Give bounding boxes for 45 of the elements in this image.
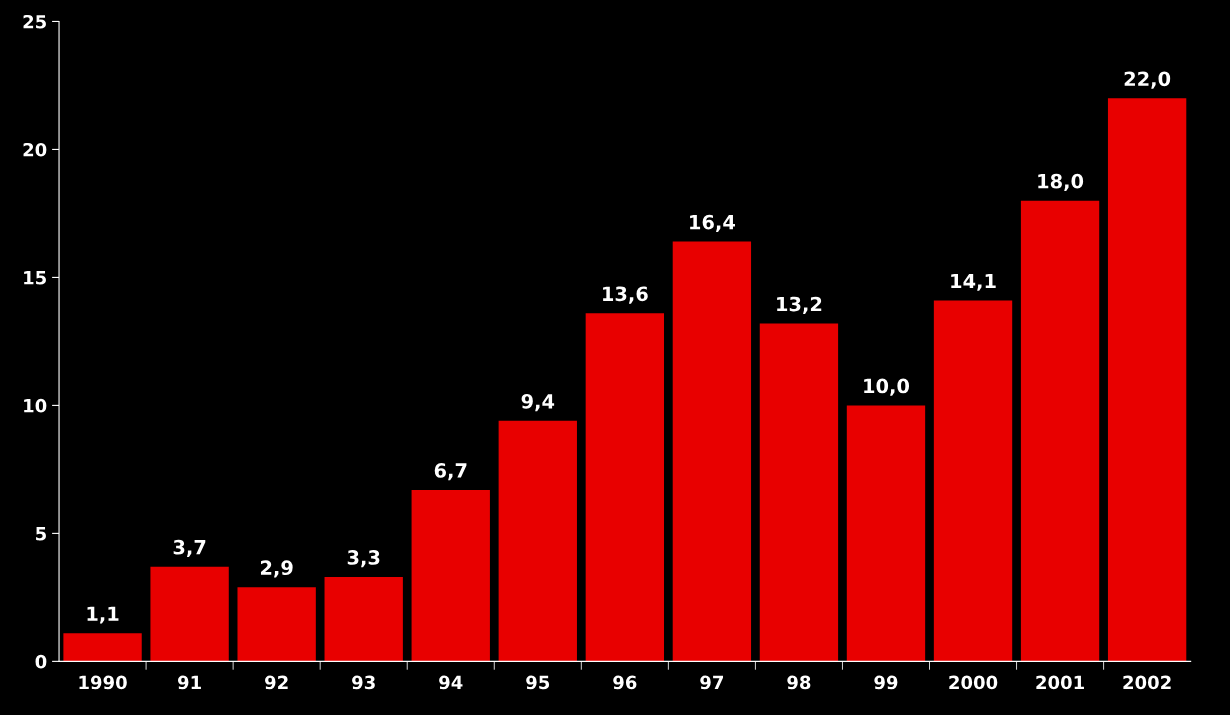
bar [672, 241, 752, 662]
bar [585, 313, 665, 662]
bar [411, 489, 490, 662]
bar [150, 566, 229, 662]
data-label: 6,7 [434, 463, 467, 481]
x-tick-label: 95 [526, 675, 550, 690]
data-label: 22,0 [1124, 71, 1171, 89]
data-label: 10,0 [864, 378, 910, 396]
bar [237, 587, 316, 662]
x-tick-label: 96 [613, 675, 637, 690]
data-label: 9,4 [521, 393, 555, 412]
x-tick-label: 97 [700, 675, 724, 690]
y-tick-label: 25 [23, 14, 46, 29]
bar [63, 633, 142, 662]
x-tick-label: 92 [265, 675, 288, 690]
data-label: 16,4 [690, 214, 735, 232]
data-label: 3,7 [173, 539, 206, 558]
x-tick-label: 99 [874, 675, 898, 690]
data-label: 13,2 [777, 296, 822, 314]
y-tick-label: 10 [24, 398, 47, 413]
bar [1107, 98, 1187, 662]
data-label: 2,9 [260, 560, 293, 578]
x-tick-label: 2000 [949, 675, 998, 690]
x-tick-label: 94 [439, 675, 463, 690]
x-tick-label: 98 [787, 675, 811, 690]
data-label: 14,1 [951, 273, 996, 291]
x-tick-label: 93 [352, 675, 375, 690]
x-tick-label: 2001 [1036, 675, 1084, 690]
y-tick-label: 20 [23, 142, 47, 157]
bar [933, 300, 1013, 662]
x-tick-label: 1990 [79, 675, 127, 690]
bar [1020, 200, 1100, 662]
bar [759, 323, 839, 662]
y-tick-label: 15 [24, 271, 46, 285]
data-label: 18,0 [1038, 173, 1084, 192]
y-tick-label: 5 [36, 527, 46, 541]
x-tick-label: 2002 [1123, 675, 1171, 690]
x-tick-label: 91 [177, 675, 201, 690]
bar [498, 420, 577, 662]
data-label: 13,6 [603, 286, 648, 304]
bar [324, 576, 403, 662]
data-label: 3,3 [347, 550, 380, 568]
data-label: 1,1 [87, 606, 119, 624]
bar [846, 405, 926, 662]
y-tick-label: 0 [35, 654, 47, 669]
